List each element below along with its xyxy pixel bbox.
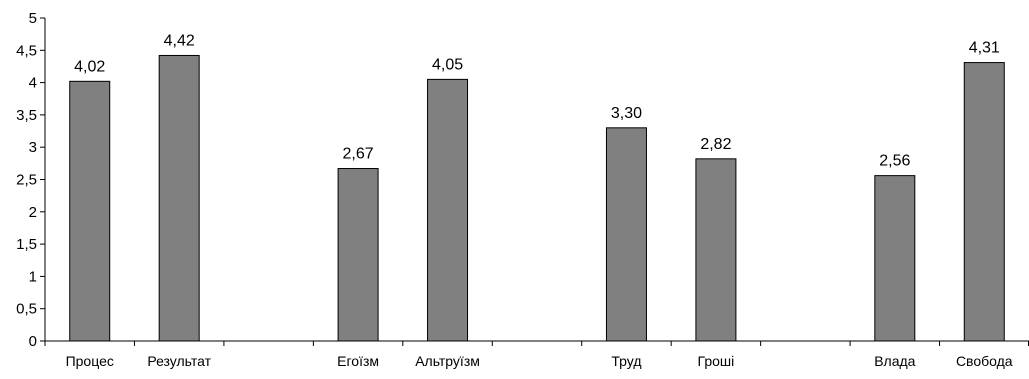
bar [605, 127, 647, 342]
data-label: 2,56 [879, 153, 910, 170]
y-tick-label: 2,5 [16, 172, 37, 189]
x-tick-label: Процес [66, 353, 114, 369]
bar [695, 158, 737, 342]
y-tick-label: 4,5 [16, 42, 37, 59]
data-label: 4,02 [74, 58, 105, 75]
y-tick-label: 3,5 [16, 107, 37, 124]
y-axis: 0 0,5 1 1,5 2 2,5 3 3,5 4 4,5 5 [16, 10, 46, 350]
y-tick-label: 1 [29, 268, 37, 285]
x-tick-label: Влада [874, 353, 915, 369]
bar [69, 80, 111, 342]
data-label: 3,30 [611, 105, 642, 122]
bar [874, 175, 916, 342]
x-tick-label: Егоїзм [337, 353, 379, 369]
data-label: 2,82 [700, 136, 731, 153]
bar-series [69, 54, 1005, 342]
x-tick-label: Результат [147, 353, 211, 369]
bar [158, 54, 200, 342]
y-tick-label: 5 [29, 10, 37, 27]
y-tick-label: 0,5 [16, 301, 37, 318]
y-tick-label: 3 [29, 139, 37, 156]
x-tick-label: Труд [611, 353, 641, 369]
data-label: 2,67 [343, 146, 374, 163]
x-tick-label: Свобода [956, 353, 1013, 369]
y-tick-label: 4 [29, 75, 37, 92]
data-label: 4,42 [164, 32, 195, 49]
x-tick-label: Альтруїзм [415, 353, 480, 369]
x-tick-label: Гроші [698, 353, 735, 369]
x-axis: Процес Результат Егоїзм Альтруїзм Труд Гроші В… [44, 340, 1029, 369]
bar [427, 78, 469, 342]
data-label: 4,31 [969, 40, 1000, 57]
bar [963, 62, 1005, 342]
data-label: 4,05 [432, 56, 463, 73]
y-tick-label: 2 [29, 204, 37, 221]
y-tick-label: 1,5 [16, 236, 37, 253]
data-labels: 4,02 4,42 2,67 4,05 3,30 2,82 2,56 4,31 [74, 32, 1000, 169]
bar [337, 168, 379, 342]
y-tick-label: 0 [29, 333, 37, 350]
